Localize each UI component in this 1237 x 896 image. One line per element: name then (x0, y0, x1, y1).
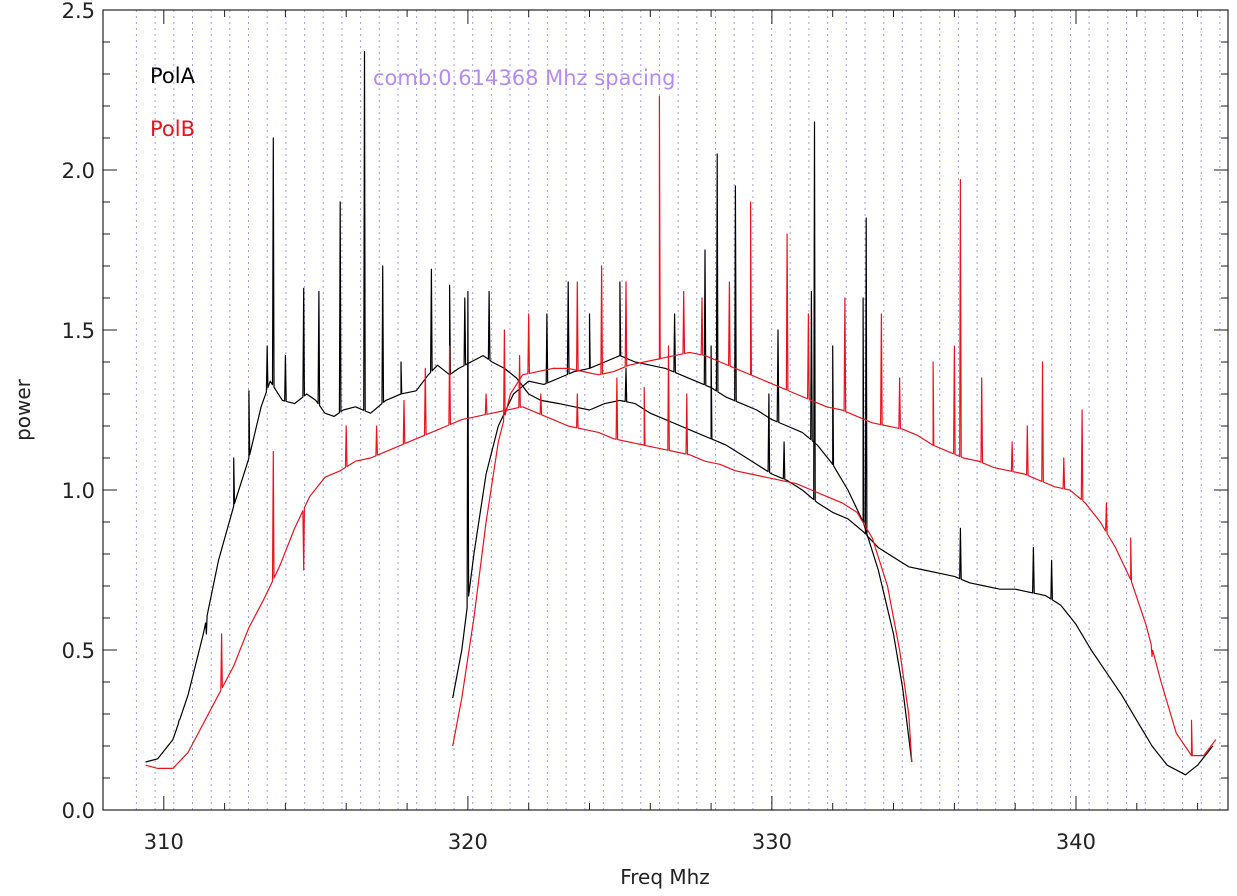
plot-frame (102, 9, 1229, 811)
y-tick-label: 2.0 (62, 159, 95, 183)
x-tick-label: 310 (144, 830, 184, 854)
legend-label-polb: PolB (150, 117, 195, 141)
y-tick-label: 0.5 (62, 639, 95, 663)
series-line-polb (452, 95, 1217, 757)
comb-lines (135, 10, 1221, 810)
x-tick-label: 320 (448, 830, 488, 854)
y-tick-label: 2.5 (62, 0, 95, 23)
y-tick-label: 1.0 (62, 479, 95, 503)
comb-annotation: comb:0.614368 Mhz spacing (373, 66, 675, 90)
legend-label-pola: PolA (150, 64, 196, 88)
series-lines (145, 51, 1217, 776)
y-tick-label: 1.5 (62, 319, 95, 343)
series-line-polb (145, 345, 913, 769)
y-axis-label: power (11, 378, 35, 441)
tick-labels: 310 320 330 340 0.0 0.5 1.0 1.5 2.0 2.5 (62, 0, 1096, 854)
x-axis-label: Freq Mhz (620, 865, 710, 889)
series-line-pola (452, 153, 913, 763)
x-tick-label: 340 (1056, 830, 1096, 854)
x-tick-label: 330 (752, 830, 792, 854)
y-tick-label: 0.0 (62, 799, 95, 823)
series-line-pola (145, 51, 1214, 776)
